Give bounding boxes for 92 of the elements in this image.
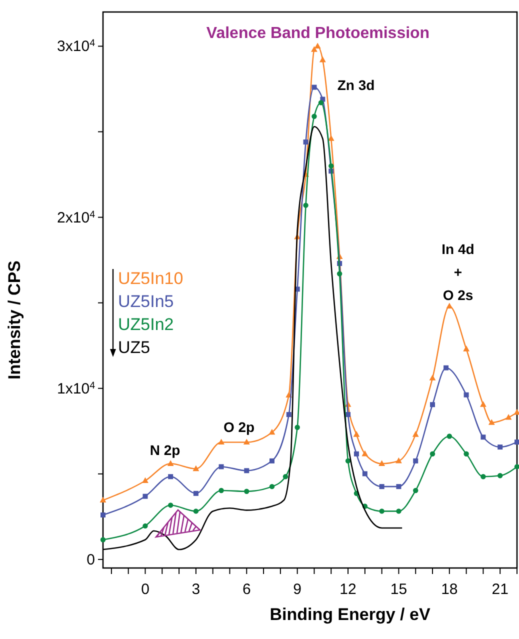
x-tick-label: 15 (390, 581, 408, 598)
point (396, 508, 402, 514)
annotation: N 2p (150, 442, 180, 458)
point (269, 458, 274, 464)
point (412, 431, 419, 437)
point (362, 450, 368, 456)
point (446, 434, 452, 439)
point (142, 523, 148, 529)
point (269, 484, 275, 490)
x-tick-label: 18 (441, 581, 458, 598)
point (218, 488, 224, 494)
point (378, 460, 386, 466)
point (192, 465, 200, 472)
point (464, 392, 469, 398)
point (480, 434, 486, 440)
y-tick-label: 2x10$^{4}$ (57, 208, 96, 226)
point (244, 488, 250, 494)
x-tick-label: 6 (242, 581, 251, 598)
point (243, 438, 250, 445)
y-tick-label: 1x10$^{4}$ (57, 380, 96, 398)
point (142, 477, 148, 484)
text: Valence Band Photoemission (206, 25, 430, 42)
x-tick-label: 9 (293, 581, 302, 598)
text: UZ5In10 (118, 269, 184, 288)
point (336, 271, 342, 276)
point (413, 488, 418, 494)
point (446, 302, 453, 309)
point (346, 412, 351, 418)
point (464, 451, 469, 456)
point (100, 537, 106, 542)
point (318, 100, 324, 106)
x-tick-label: 0 (141, 581, 150, 598)
point (498, 473, 503, 478)
point (354, 451, 359, 456)
point (413, 458, 418, 464)
point (312, 84, 317, 90)
y-axis-title: Intensity / CPS (5, 260, 24, 380)
annotation: O 2p (223, 419, 255, 435)
point (286, 412, 292, 418)
text: UZ5In2 (118, 315, 174, 334)
point (218, 464, 224, 470)
point (268, 428, 276, 435)
point (396, 457, 402, 464)
point (328, 163, 334, 169)
point (218, 438, 224, 445)
point (167, 460, 174, 466)
point (379, 508, 384, 514)
x-tick-label: 3 (192, 581, 200, 598)
point (505, 414, 512, 420)
point (312, 114, 317, 119)
point (514, 440, 519, 445)
point (379, 484, 384, 490)
point (514, 408, 519, 415)
point (498, 444, 503, 450)
point (168, 502, 174, 508)
point (193, 508, 199, 514)
annotation: Zn 3d (337, 77, 375, 93)
point (396, 484, 402, 490)
point (429, 374, 436, 380)
point (314, 42, 321, 49)
y-tick-label: 3x10$^{4}$ (57, 38, 96, 56)
point (311, 46, 318, 52)
point (303, 140, 308, 145)
point (362, 471, 368, 476)
x-tick-label: 21 (492, 581, 508, 598)
x-axis-title: Binding Energy / eV (270, 605, 431, 624)
point (319, 56, 326, 62)
point (480, 474, 486, 480)
point (100, 512, 106, 518)
text: UZ5In5 (118, 292, 174, 311)
point (100, 496, 106, 503)
point (514, 464, 519, 470)
point (480, 401, 486, 407)
x-tick-label: 12 (340, 581, 356, 598)
annotation: In 4d + O 2s (442, 241, 474, 303)
point (328, 135, 334, 141)
point (488, 419, 495, 425)
point (430, 402, 436, 408)
point (282, 474, 288, 480)
point (345, 458, 351, 464)
point (168, 474, 174, 480)
legend-label: UZ5 (118, 338, 150, 357)
point (353, 431, 360, 437)
point (294, 424, 300, 430)
point (463, 346, 470, 352)
y-tick-label: 0 (86, 551, 95, 568)
point (444, 365, 449, 370)
point (193, 490, 198, 496)
point (303, 202, 308, 208)
point (244, 468, 250, 474)
point (430, 451, 436, 456)
point (142, 494, 148, 499)
